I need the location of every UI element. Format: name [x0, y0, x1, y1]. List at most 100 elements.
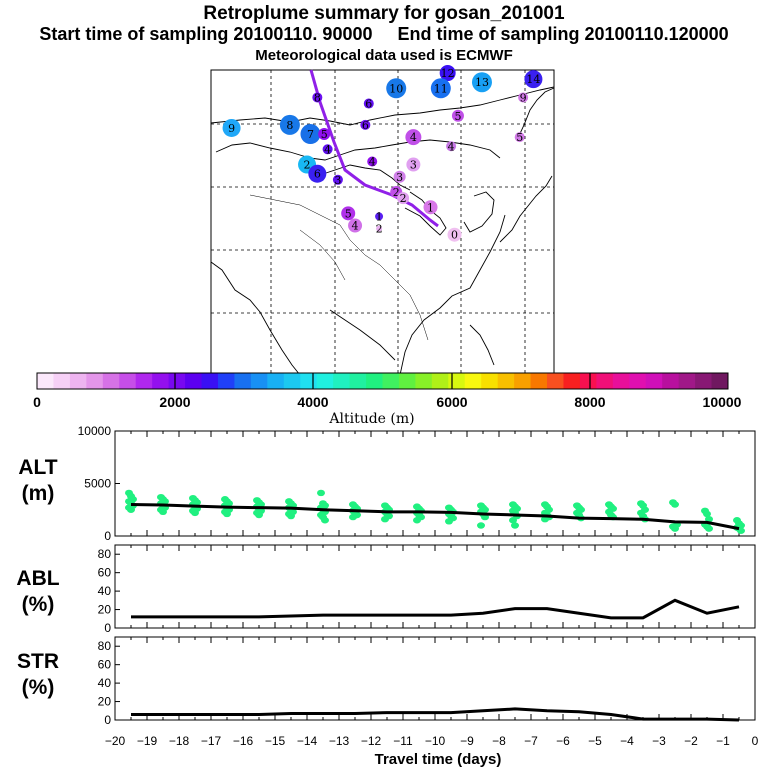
x-axis: −20 −19 −18 −17 −16 −15 −14 −13 −12 −11 −10 −9 −8 −7−…	[105, 734, 759, 748]
map-cluster-label-23: 3	[396, 171, 403, 184]
x-tick-label-20: 0	[752, 734, 759, 748]
alt-point-9-6	[413, 517, 421, 524]
panel-0-ytick-label-1: 5000	[84, 477, 111, 491]
alt-point-5-7	[287, 512, 295, 520]
colorbar-cell-35	[612, 373, 630, 389]
x-tick-label-4: −16	[233, 734, 254, 748]
map-cluster-label-1: 8	[286, 119, 293, 132]
map-cluster-label-7: 8	[314, 91, 321, 104]
alt-point-19-5	[737, 527, 745, 534]
timeseries-panels: 0 5000 10000 0 20 40 60 80 0 20 40 60 80	[78, 424, 756, 727]
colorbar-cell-8	[168, 373, 186, 389]
alt-point-1-7	[159, 508, 167, 516]
map-cluster-marker-20	[446, 141, 457, 152]
map-cluster-marker-3	[318, 128, 331, 141]
met-data-line: Meteorological data used is ECMWF	[255, 47, 513, 64]
map-cluster-label-27: 4	[352, 220, 359, 233]
map-cluster-marker-18	[405, 129, 422, 146]
map-cluster-marker-15	[524, 70, 543, 89]
x-tick-label-5: −15	[265, 734, 286, 748]
colorbar-cell-41	[711, 373, 729, 389]
map-cluster-marker-10	[360, 119, 371, 130]
map-cluster-marker-6	[322, 144, 333, 155]
colorbar-cell-25	[448, 373, 466, 389]
map-cluster-marker-30	[423, 200, 438, 215]
colorbar-cell-15	[283, 373, 301, 389]
panel-0: 0 5000 10000	[78, 424, 756, 543]
alt-point-6-0	[317, 489, 325, 497]
colorbar-cell-22	[398, 373, 416, 389]
alt-point-18-2	[705, 516, 713, 523]
colorbar-cell-32	[563, 373, 581, 389]
x-tick-label-11: −9	[460, 734, 474, 748]
map-cluster-label-18: 4	[410, 131, 417, 144]
map-cluster-marker-14	[471, 72, 492, 93]
panel-1-ytick-label-2: 40	[98, 584, 112, 598]
alt-point-17-4	[671, 525, 679, 532]
x-tick-label-6: −14	[297, 734, 318, 748]
x-tick-label-2: −18	[169, 734, 190, 748]
map-cluster-label-16: 9	[520, 91, 527, 104]
panel-2-ytick-label-0: 0	[104, 713, 111, 727]
map-cluster-marker-22	[406, 157, 421, 172]
map-cluster-label-10: 6	[362, 119, 369, 132]
map-cluster-marker-19	[451, 109, 464, 122]
alt-point-7-6	[349, 513, 357, 521]
panel-0-ytick-label-0: 0	[104, 529, 111, 543]
map-cluster-marker-9	[363, 98, 374, 109]
map-cluster-marker-25	[397, 192, 410, 205]
map-borders	[249, 194, 429, 341]
map-cluster-label-8: 3	[334, 174, 341, 187]
str-panel-unit: (%)	[22, 676, 55, 699]
str-line	[131, 707, 740, 722]
colorbar-cell-5	[119, 373, 137, 389]
x-tick-label-12: −8	[492, 734, 506, 748]
map-cluster-label-3: 5	[321, 128, 328, 141]
colorbar-cell-6	[135, 373, 153, 389]
map-cluster-label-26: 5	[345, 207, 352, 220]
x-axis-label: Travel time (days)	[375, 751, 502, 768]
map-cluster-label-30: 1	[427, 201, 434, 214]
colorbar-cell-0	[37, 373, 54, 389]
map-cluster-marker-27	[348, 218, 363, 233]
transport-pathway	[309, 69, 439, 228]
colorbar-cell-3	[86, 373, 104, 389]
colorbar-tick-2000: 2000	[159, 394, 190, 410]
alt-point-18-1	[703, 510, 711, 518]
alt-panel-title: ALT	[18, 456, 57, 479]
panel-1-ytick-label-0: 0	[104, 621, 111, 635]
colorbar-cell-14	[267, 373, 285, 389]
alt-panel-unit: (m)	[22, 482, 55, 505]
map-cluster-marker-23	[393, 170, 406, 183]
abl-panel-title: ABL	[16, 567, 59, 590]
map-cluster-marker-8	[332, 174, 343, 185]
colorbar-cell-16	[300, 373, 318, 389]
colorbar-cell-2	[69, 373, 87, 389]
x-tick-label-14: −6	[556, 734, 570, 748]
colorbar-tick-0: 0	[33, 394, 41, 410]
alt-point-2-7	[191, 509, 199, 517]
colorbar-cell-37	[645, 373, 663, 389]
map-cluster-label-14: 13	[475, 76, 489, 89]
colorbar-cell-4	[102, 373, 120, 389]
sampling-times: Start time of sampling 20100110. 90000 E…	[39, 24, 729, 44]
map-cluster-marker-16	[518, 92, 529, 103]
alt-point-8-6	[381, 516, 389, 523]
colorbar-cell-26	[464, 373, 482, 389]
colorbar-tick-8000: 8000	[574, 394, 605, 410]
colorbar-cell-29	[514, 373, 532, 389]
map-cluster-label-20: 4	[448, 140, 455, 153]
alt-point-12-7	[511, 522, 519, 529]
map-cluster-marker-21	[367, 156, 378, 167]
colorbar-cell-21	[382, 373, 400, 389]
x-tick-label-3: −17	[201, 734, 222, 748]
map-cluster-marker-0	[222, 118, 241, 137]
map-cluster-label-15: 14	[526, 73, 540, 86]
chart-title: Retroplume summary for gosan_201001	[203, 3, 565, 24]
map-cluster-marker-29	[376, 225, 383, 232]
alt-point-13-6	[541, 516, 549, 523]
colorbar-cell-1	[53, 373, 71, 389]
map-cluster-marker-1	[279, 114, 300, 135]
